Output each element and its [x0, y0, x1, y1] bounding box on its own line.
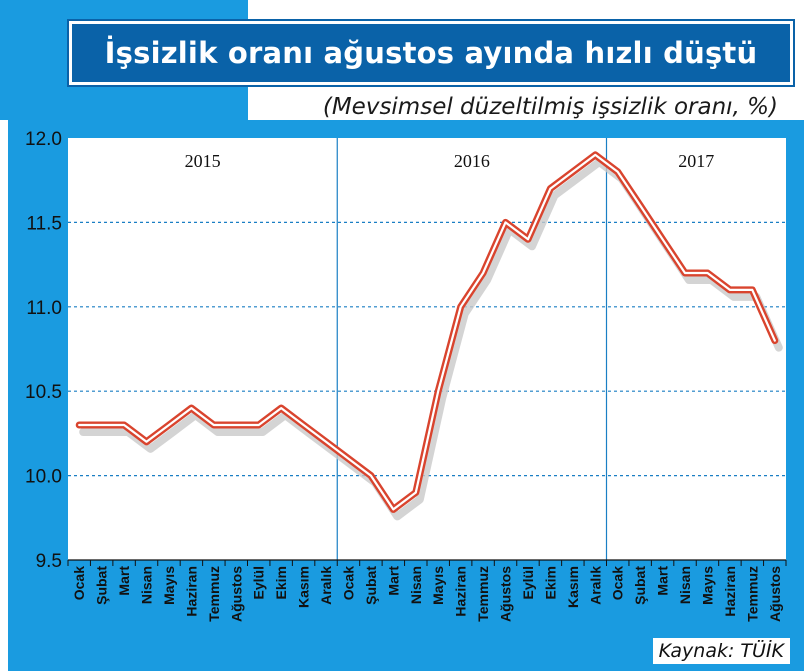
data-point — [233, 422, 239, 428]
data-point — [435, 388, 441, 394]
y-tick-label: 12.0 — [25, 129, 62, 150]
data-point — [323, 439, 329, 445]
data-point — [637, 202, 643, 208]
x-tick-label: Mayıs — [699, 566, 715, 605]
year-label: 2015 — [185, 151, 221, 171]
year-label: 2017 — [678, 151, 714, 171]
y-tick-label: 11.5 — [26, 213, 62, 234]
x-tick-label: Eylül — [251, 566, 267, 599]
x-tick-label: Ekim — [273, 566, 289, 599]
x-tick-label: Aralık — [318, 566, 334, 605]
x-tick-label: Haziran — [183, 566, 199, 617]
data-point — [368, 472, 374, 478]
x-tick-label: Şubat — [94, 566, 110, 605]
data-point — [143, 439, 149, 445]
x-tick-label: Kasım — [565, 566, 581, 608]
y-tick-label: 10.0 — [25, 467, 62, 488]
x-tick-label: Temmuz — [206, 566, 222, 622]
data-point — [772, 337, 778, 343]
data-point — [390, 506, 396, 512]
year-label: 2016 — [454, 151, 490, 171]
series-line-highlight — [78, 153, 776, 511]
title-box: İşsizlik oranı ağustos ayında hızlı düşt… — [72, 24, 790, 82]
x-tick-label: Şubat — [632, 566, 648, 605]
data-point — [166, 422, 172, 428]
x-tick-label: Temmuz — [744, 566, 760, 622]
x-tick-label: Temmuz — [475, 566, 491, 622]
x-tick-label: Nisan — [677, 566, 693, 604]
data-point — [615, 169, 621, 175]
x-tick-label: Mart — [385, 566, 401, 596]
data-point — [682, 270, 688, 276]
plot-panel — [68, 138, 786, 560]
x-tick-label: Kasım — [296, 566, 312, 608]
data-point — [188, 405, 194, 411]
data-point — [457, 304, 463, 310]
x-tick-label: Mart — [116, 566, 132, 596]
x-tick-label: Aralık — [587, 566, 603, 605]
y-tick-label: 9.5 — [36, 551, 62, 572]
data-point — [121, 422, 127, 428]
x-tick-label: Ocak — [610, 566, 626, 600]
x-tick-label: Nisan — [408, 566, 424, 604]
data-point — [727, 287, 733, 293]
data-point — [749, 287, 755, 293]
x-tick-label: Ocak — [71, 566, 87, 600]
x-tick-label: Mayıs — [430, 566, 446, 605]
x-tick-label: Ocak — [340, 566, 356, 600]
x-tick-label: Nisan — [139, 566, 155, 604]
data-point — [659, 236, 665, 242]
data-point — [525, 236, 531, 242]
y-tick-label: 10.5 — [25, 382, 62, 403]
data-point — [98, 422, 104, 428]
chart-subtitle: (Mevsimsel düzeltilmiş işsizlik oranı, %… — [322, 94, 778, 120]
y-tick-label: 11.0 — [26, 298, 62, 319]
data-point — [345, 456, 351, 462]
data-point — [480, 270, 486, 276]
source-note: Kaynak: TÜİK — [652, 638, 790, 664]
data-point — [278, 405, 284, 411]
data-point — [592, 152, 598, 158]
x-tick-label: Mart — [655, 566, 671, 596]
x-tick-label: Mayıs — [161, 566, 177, 605]
data-point — [704, 270, 710, 276]
x-tick-label: Şubat — [363, 566, 379, 605]
data-point — [547, 185, 553, 191]
data-point — [211, 422, 217, 428]
x-tick-label: Eylül — [520, 566, 536, 599]
x-tick-label: Haziran — [453, 566, 469, 617]
data-point — [256, 422, 262, 428]
data-point — [570, 169, 576, 175]
data-point — [502, 219, 508, 225]
x-tick-label: Haziran — [722, 566, 738, 617]
data-point — [76, 422, 82, 428]
x-tick-label: Ağustos — [767, 566, 783, 622]
chart-title: İşsizlik oranı ağustos ayında hızlı düşt… — [104, 36, 758, 70]
data-point — [413, 489, 419, 495]
x-tick-label: Ağustos — [228, 566, 244, 622]
x-tick-label: Ağustos — [498, 566, 514, 622]
data-point — [300, 422, 306, 428]
x-tick-label: Ekim — [542, 566, 558, 599]
